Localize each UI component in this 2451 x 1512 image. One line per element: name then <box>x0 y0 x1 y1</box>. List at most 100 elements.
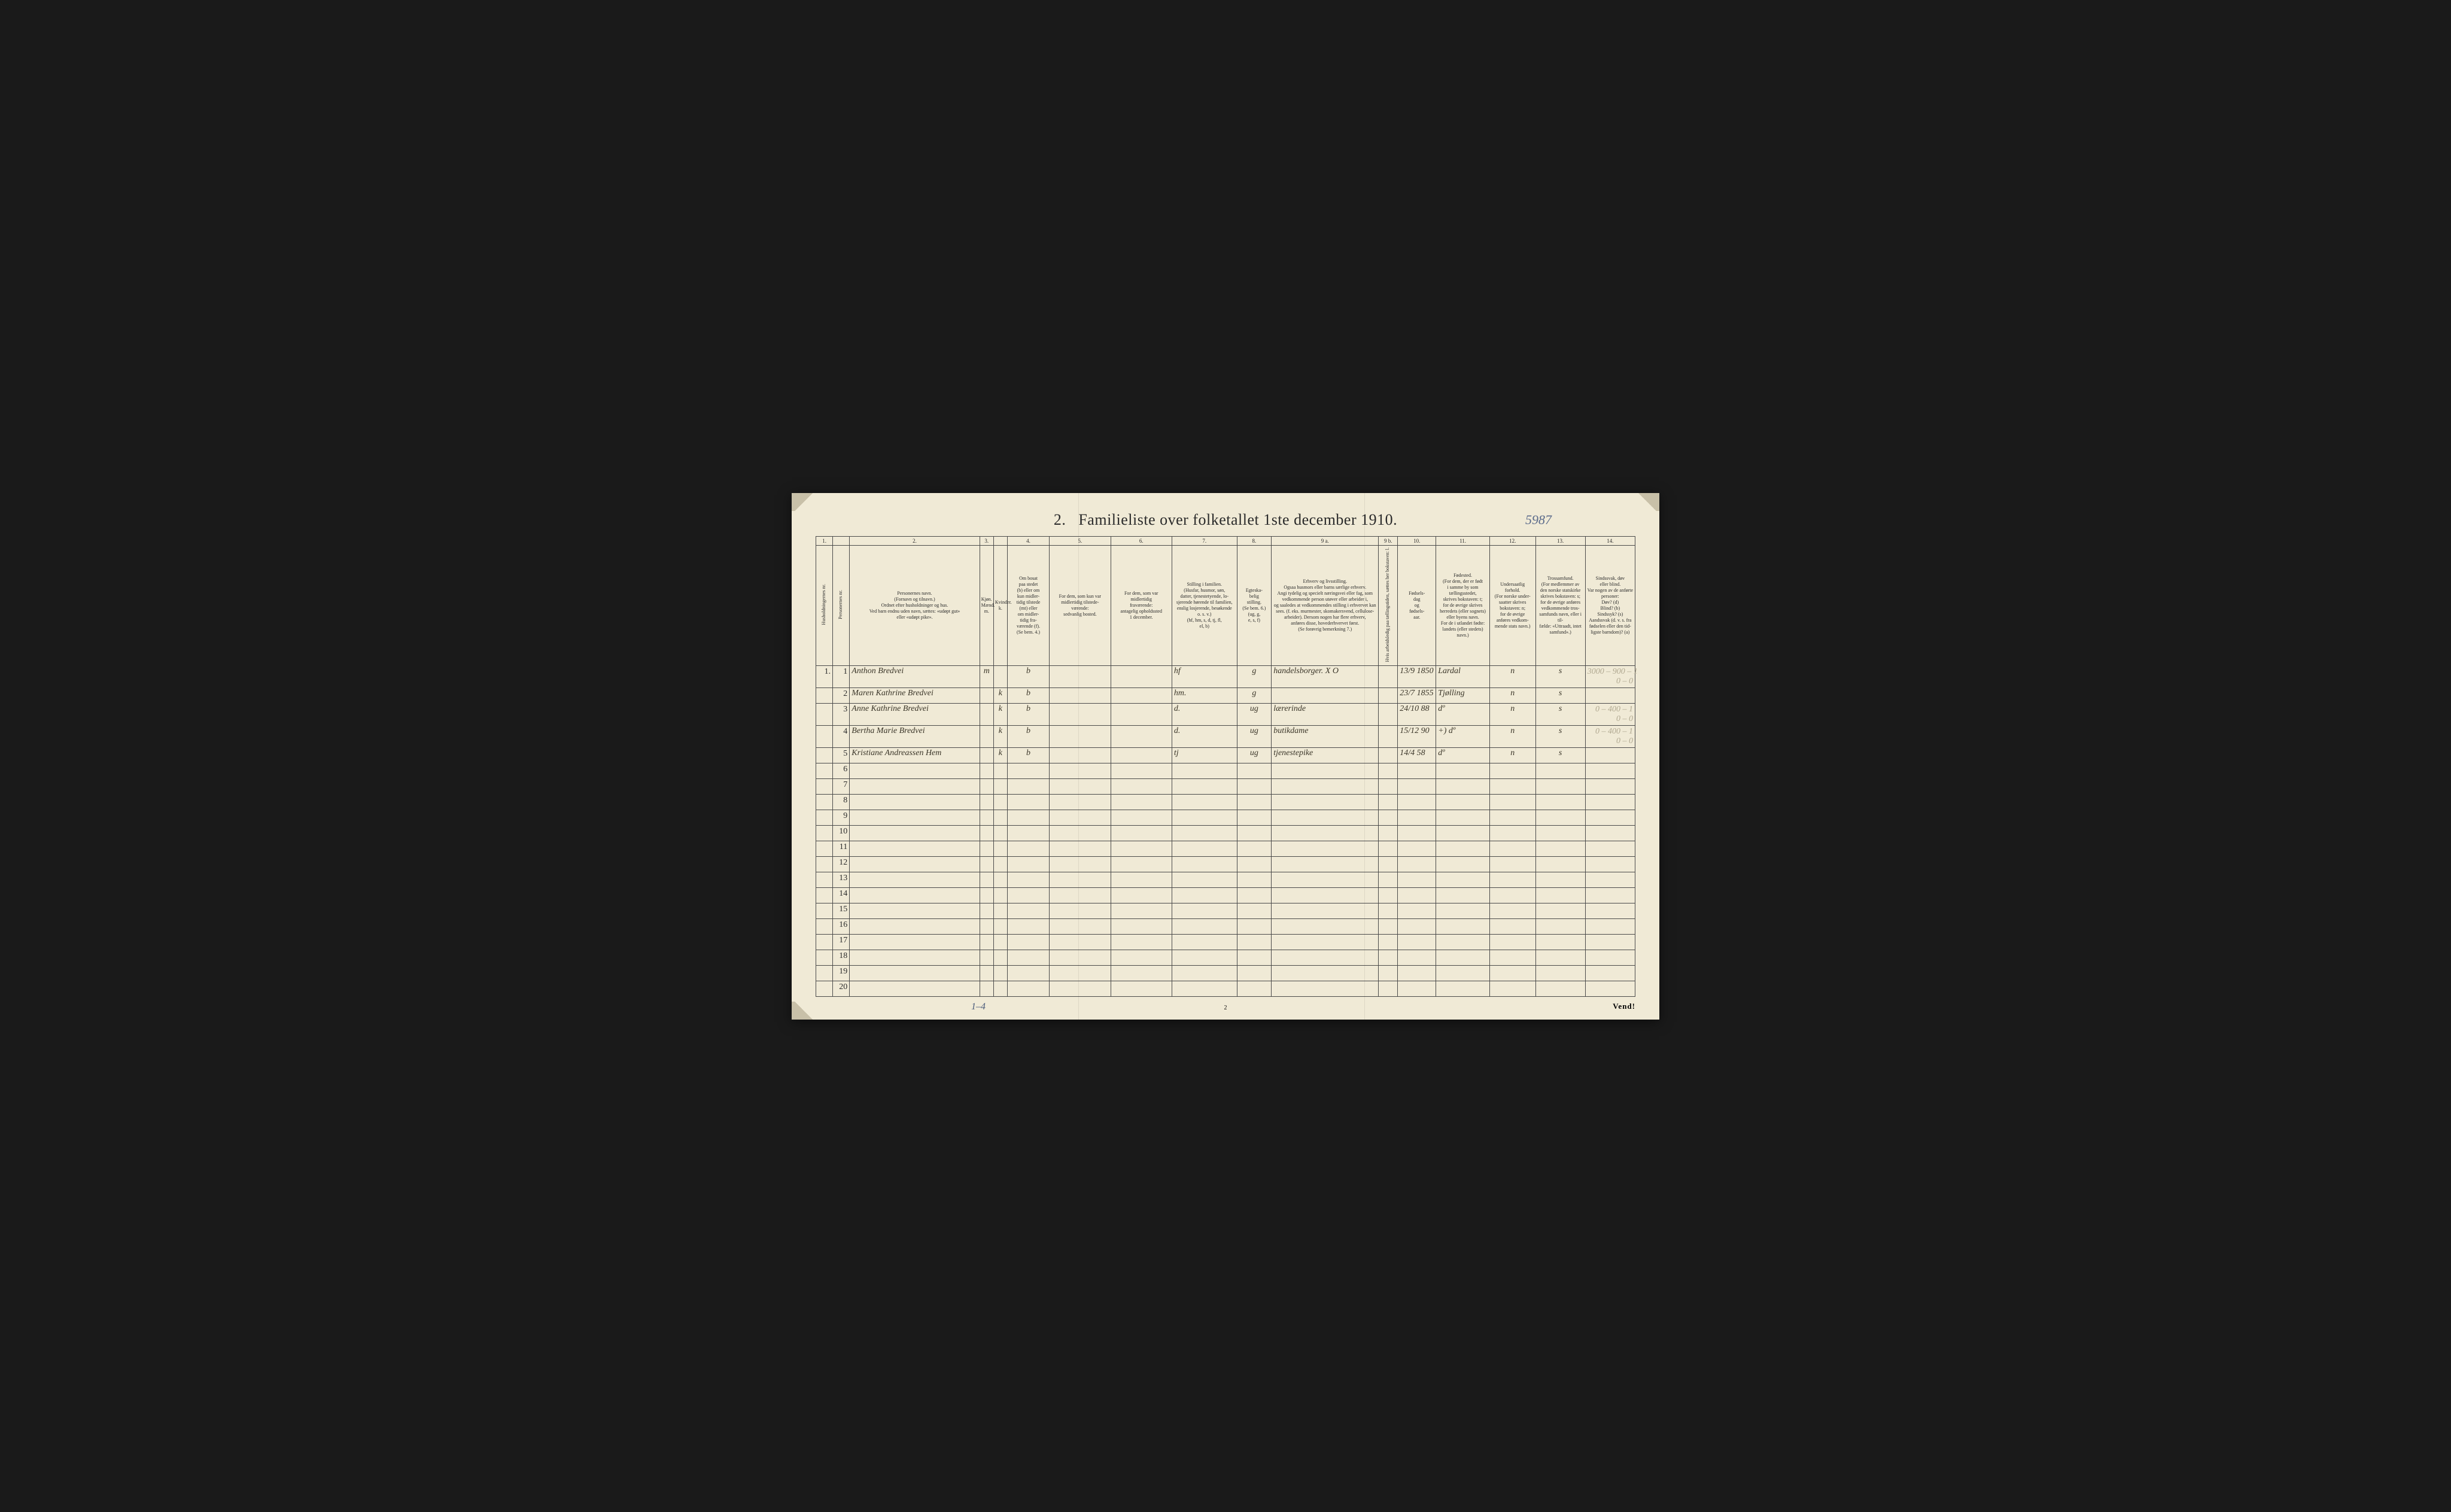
cell-rel: s <box>1535 725 1585 747</box>
cell-empty <box>1111 918 1172 934</box>
cell-empty: 11 <box>833 841 850 856</box>
cell-empty: 20 <box>833 981 850 996</box>
cell-empty: 8 <box>833 794 850 810</box>
cell-empty <box>1489 950 1535 965</box>
cell-eg: ug <box>1237 747 1272 763</box>
cell-empty <box>1436 825 1490 841</box>
cell-dob: 24/10 88 <box>1398 703 1436 725</box>
cell-empty <box>1172 778 1237 794</box>
cell-note: 0 – 400 – 10 – 0 <box>1585 703 1635 725</box>
cell-empty <box>1535 794 1585 810</box>
column-number: 4. <box>1007 536 1049 545</box>
table-row: 9 <box>816 810 1635 825</box>
cell-mt <box>1050 665 1111 687</box>
cell-empty <box>1007 794 1049 810</box>
cell-empty <box>980 918 993 934</box>
cell-res: b <box>1007 725 1049 747</box>
cell-dob: 23/7 1855 <box>1398 687 1436 703</box>
table-row: 13 <box>816 872 1635 887</box>
cell-empty <box>850 981 980 996</box>
cell-al <box>1379 687 1398 703</box>
cell-empty <box>993 965 1007 981</box>
column-number: 11. <box>1436 536 1490 545</box>
cell-empty <box>1489 856 1535 872</box>
column-number <box>833 536 850 545</box>
cell-empty <box>1007 934 1049 950</box>
cell-empty <box>850 934 980 950</box>
cell-empty <box>850 965 980 981</box>
cell-empty <box>1535 810 1585 825</box>
cell-empty <box>1050 794 1111 810</box>
cell-empty <box>993 981 1007 996</box>
table-row: 7 <box>816 778 1635 794</box>
cell-empty <box>1007 825 1049 841</box>
cell-empty <box>1050 810 1111 825</box>
cell-empty <box>1272 763 1379 778</box>
cell-nat: n <box>1489 747 1535 763</box>
cell-empty <box>1111 872 1172 887</box>
cell-empty: 19 <box>833 965 850 981</box>
cell-empty <box>1050 950 1111 965</box>
cell-empty <box>1398 841 1436 856</box>
column-number: 9 b. <box>1379 536 1398 545</box>
cell-empty <box>816 825 833 841</box>
cell-empty <box>1436 810 1490 825</box>
cell-empty <box>1535 918 1585 934</box>
census-page: 2. Familieliste over folketallet 1ste de… <box>792 493 1659 1020</box>
cell-empty <box>980 934 993 950</box>
cell-res: b <box>1007 747 1049 763</box>
cell-hh <box>816 725 833 747</box>
cell-empty <box>816 981 833 996</box>
cell-empty <box>993 763 1007 778</box>
cell-empty <box>1535 903 1585 918</box>
column-number: 5. <box>1050 536 1111 545</box>
cell-empty <box>1272 825 1379 841</box>
cell-empty <box>1172 841 1237 856</box>
cell-empty <box>1007 887 1049 903</box>
cell-empty <box>1585 794 1635 810</box>
column-heading-row: Husholdningernes nr.Personernes nr.Perso… <box>816 545 1635 665</box>
cell-empty <box>1398 856 1436 872</box>
cell-empty <box>1172 887 1237 903</box>
cell-empty <box>1489 778 1535 794</box>
cell-fam: hm. <box>1172 687 1237 703</box>
column-heading: Husholdningernes nr. <box>816 545 833 665</box>
cell-k: k <box>993 747 1007 763</box>
cell-empty: 9 <box>833 810 850 825</box>
cell-empty <box>1272 918 1379 934</box>
cell-res: b <box>1007 687 1049 703</box>
cell-empty <box>816 841 833 856</box>
cell-empty <box>1489 825 1535 841</box>
cell-empty <box>1535 856 1585 872</box>
cell-empty <box>1398 950 1436 965</box>
cell-al <box>1379 747 1398 763</box>
cell-bplace: +) dº <box>1436 725 1490 747</box>
cell-empty <box>850 918 980 934</box>
cell-empty <box>850 794 980 810</box>
cell-empty <box>993 872 1007 887</box>
cell-empty <box>1272 950 1379 965</box>
cell-empty <box>993 810 1007 825</box>
cell-fam: d. <box>1172 725 1237 747</box>
cell-empty <box>1436 872 1490 887</box>
cell-k: k <box>993 703 1007 725</box>
cell-empty <box>1172 763 1237 778</box>
cell-note <box>1585 747 1635 763</box>
cell-empty <box>1398 934 1436 950</box>
column-heading: Personernes nr. <box>833 545 850 665</box>
cell-bplace: Tjølling <box>1436 687 1490 703</box>
cell-k <box>993 665 1007 687</box>
column-heading: Kjøn.Mænd. m. <box>980 545 993 665</box>
cell-empty <box>1535 934 1585 950</box>
cell-empty <box>1050 825 1111 841</box>
cell-bplace: Lardal <box>1436 665 1490 687</box>
cell-empty <box>816 934 833 950</box>
cell-empty: 16 <box>833 918 850 934</box>
cell-empty <box>1379 950 1398 965</box>
table-row: 15 <box>816 903 1635 918</box>
cell-empty <box>1272 934 1379 950</box>
cell-pn: 2 <box>833 687 850 703</box>
cell-empty <box>993 950 1007 965</box>
cell-fam: d. <box>1172 703 1237 725</box>
table-row: 19 <box>816 965 1635 981</box>
